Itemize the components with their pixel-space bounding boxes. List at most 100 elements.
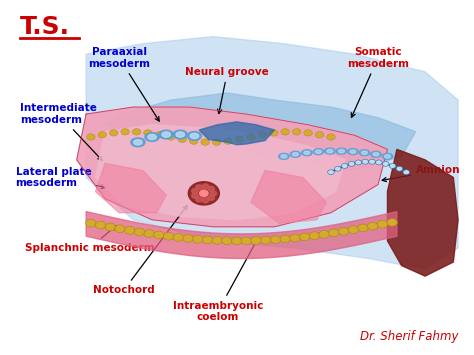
Circle shape xyxy=(355,160,362,165)
Circle shape xyxy=(383,162,389,166)
Ellipse shape xyxy=(350,150,356,153)
Polygon shape xyxy=(86,37,458,269)
Ellipse shape xyxy=(190,133,199,138)
Ellipse shape xyxy=(348,149,358,155)
Circle shape xyxy=(304,130,312,136)
Circle shape xyxy=(86,219,96,227)
Circle shape xyxy=(328,170,334,175)
Polygon shape xyxy=(387,149,458,276)
Circle shape xyxy=(200,190,208,197)
Circle shape xyxy=(292,129,301,135)
Circle shape xyxy=(144,130,152,136)
Text: Notochord: Notochord xyxy=(93,206,187,295)
Ellipse shape xyxy=(384,155,391,158)
Ellipse shape xyxy=(176,132,184,137)
Ellipse shape xyxy=(361,151,367,154)
Circle shape xyxy=(387,219,397,226)
Circle shape xyxy=(281,129,290,135)
Text: T.S.: T.S. xyxy=(20,16,70,39)
Ellipse shape xyxy=(279,153,289,159)
Circle shape xyxy=(327,134,335,140)
Circle shape xyxy=(155,132,164,138)
Circle shape xyxy=(212,236,222,244)
Ellipse shape xyxy=(313,149,324,155)
Circle shape xyxy=(87,134,95,140)
Polygon shape xyxy=(86,212,397,258)
Circle shape xyxy=(367,222,378,230)
Circle shape xyxy=(192,235,203,243)
Circle shape xyxy=(341,163,348,168)
Circle shape xyxy=(377,220,388,228)
Circle shape xyxy=(375,160,382,165)
Circle shape xyxy=(315,132,324,138)
Ellipse shape xyxy=(148,134,156,140)
Ellipse shape xyxy=(359,150,370,156)
Circle shape xyxy=(202,198,209,203)
Circle shape xyxy=(167,134,175,140)
Polygon shape xyxy=(251,170,326,223)
Circle shape xyxy=(270,236,281,244)
Circle shape xyxy=(208,195,214,200)
Circle shape xyxy=(212,139,221,145)
Circle shape xyxy=(196,197,202,202)
Circle shape xyxy=(231,237,242,245)
Ellipse shape xyxy=(338,149,345,153)
Text: Intermediate
mesoderm: Intermediate mesoderm xyxy=(20,103,102,160)
Circle shape xyxy=(251,237,261,245)
Circle shape xyxy=(98,132,107,138)
Ellipse shape xyxy=(159,130,173,139)
Circle shape xyxy=(362,159,368,164)
Circle shape xyxy=(105,223,116,231)
Circle shape xyxy=(270,130,278,136)
Ellipse shape xyxy=(327,149,333,153)
Circle shape xyxy=(109,130,118,136)
Circle shape xyxy=(201,139,210,145)
Circle shape xyxy=(210,191,217,196)
Polygon shape xyxy=(199,122,274,145)
Circle shape xyxy=(403,170,410,175)
Ellipse shape xyxy=(371,151,381,157)
Ellipse shape xyxy=(325,148,335,154)
Circle shape xyxy=(125,226,135,234)
Circle shape xyxy=(134,228,145,236)
Ellipse shape xyxy=(382,153,392,159)
Circle shape xyxy=(196,185,202,190)
Circle shape xyxy=(191,193,198,198)
Ellipse shape xyxy=(134,140,142,145)
Circle shape xyxy=(154,231,164,239)
Circle shape xyxy=(358,224,368,232)
Circle shape xyxy=(348,226,358,234)
Polygon shape xyxy=(96,163,166,213)
Circle shape xyxy=(144,230,155,237)
Circle shape xyxy=(261,236,271,244)
Circle shape xyxy=(95,221,106,229)
Circle shape xyxy=(348,162,355,166)
Circle shape xyxy=(335,166,341,171)
Circle shape xyxy=(396,166,403,171)
Circle shape xyxy=(246,134,255,140)
Circle shape xyxy=(208,186,214,191)
Circle shape xyxy=(300,233,310,241)
Circle shape xyxy=(202,236,213,244)
Text: Amnion: Amnion xyxy=(382,165,460,182)
Text: Intraembryonic
coelom: Intraembryonic coelom xyxy=(173,237,263,322)
Ellipse shape xyxy=(162,132,171,137)
Ellipse shape xyxy=(315,150,321,153)
Circle shape xyxy=(290,234,300,242)
Ellipse shape xyxy=(292,153,299,156)
Circle shape xyxy=(309,232,319,240)
Ellipse shape xyxy=(304,151,310,154)
Circle shape xyxy=(241,237,252,245)
Polygon shape xyxy=(105,93,416,170)
Circle shape xyxy=(369,159,375,164)
Circle shape xyxy=(202,184,209,189)
Ellipse shape xyxy=(336,148,346,154)
Circle shape xyxy=(115,225,125,233)
Circle shape xyxy=(183,235,193,242)
Circle shape xyxy=(338,228,349,235)
Text: Splanchnic mesoderm: Splanchnic mesoderm xyxy=(25,226,155,253)
Text: Somatic
mesoderm: Somatic mesoderm xyxy=(347,47,409,118)
Text: Neural groove: Neural groove xyxy=(185,67,269,114)
Ellipse shape xyxy=(302,150,312,156)
Circle shape xyxy=(319,230,329,238)
